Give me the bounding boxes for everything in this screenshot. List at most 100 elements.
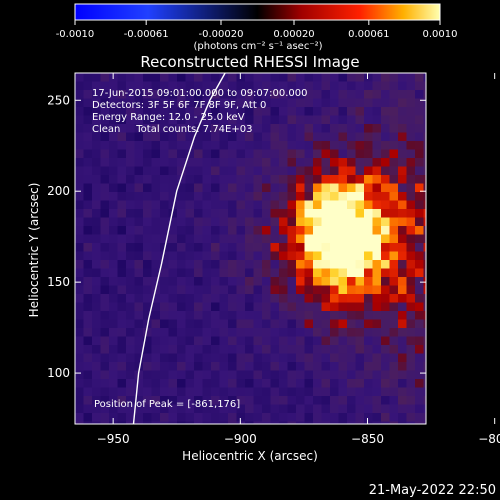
heatmap-cell — [270, 90, 280, 100]
heatmap-cell — [355, 234, 365, 244]
heatmap-cell — [355, 115, 365, 125]
heatmap-cell — [287, 226, 297, 236]
heatmap-cell — [211, 294, 221, 304]
heatmap-cell — [321, 328, 331, 338]
heatmap-cell — [253, 175, 263, 185]
heatmap-cell — [279, 158, 289, 168]
heatmap-cell — [219, 209, 229, 219]
heatmap-cell — [219, 285, 229, 295]
heatmap-cell — [185, 209, 195, 219]
heatmap-cell — [75, 73, 85, 83]
heatmap-cell — [296, 124, 306, 134]
heatmap-cell — [83, 183, 93, 193]
heatmap-cell — [211, 124, 221, 134]
heatmap-cell — [160, 302, 170, 312]
colorbar-tick-label: -0.0010 — [56, 29, 95, 40]
heatmap-cell — [134, 251, 144, 261]
heatmap-cell — [262, 328, 272, 338]
heatmap-cell — [296, 243, 306, 253]
heatmap-cell — [228, 260, 238, 270]
heatmap-cell — [381, 260, 391, 270]
heatmap-cell — [253, 192, 263, 202]
heatmap-cell — [304, 115, 314, 125]
heatmap-cell — [100, 73, 110, 83]
heatmap-cell — [270, 166, 280, 176]
heatmap-cell — [313, 353, 323, 363]
heatmap-cell — [194, 311, 204, 321]
heatmap-cell — [304, 379, 314, 389]
heatmap-cell — [372, 404, 382, 414]
heatmap-cell — [117, 234, 127, 244]
heatmap-cell — [168, 132, 178, 142]
heatmap-cell — [143, 268, 153, 278]
heatmap-cell — [228, 387, 238, 397]
heatmap-cell — [83, 81, 93, 91]
heatmap-cell — [160, 226, 170, 236]
heatmap-cell — [279, 166, 289, 176]
heatmap-cell — [75, 294, 85, 304]
heatmap-cell — [245, 362, 255, 372]
heatmap-cell — [321, 362, 331, 372]
colorbar-tick-label: 0.00020 — [273, 29, 314, 40]
heatmap-cell — [287, 132, 297, 142]
heatmap-cell — [126, 98, 136, 108]
heatmap-cell — [372, 98, 382, 108]
heatmap-cell — [372, 277, 382, 287]
annotation-block: 17-Jun-2015 09:01:00.000 to 09:07:00.000… — [92, 88, 308, 135]
heatmap-cell — [245, 319, 255, 329]
heatmap-cell — [330, 404, 340, 414]
heatmap-cell — [296, 387, 306, 397]
heatmap-cell — [194, 158, 204, 168]
heatmap-cell — [160, 362, 170, 372]
heatmap-cell — [245, 200, 255, 210]
y-tick-label: 150 — [47, 275, 70, 289]
heatmap-cell — [415, 166, 425, 176]
heatmap-cell — [134, 421, 144, 424]
heatmap-cell — [415, 311, 425, 321]
heatmap-cell — [202, 396, 212, 406]
heatmap-cell — [143, 192, 153, 202]
heatmap-cell — [245, 73, 255, 83]
heatmap-cell — [117, 243, 127, 253]
heatmap-cell — [117, 396, 127, 406]
heatmap-cell — [245, 107, 255, 117]
heatmap-cell — [168, 200, 178, 210]
heatmap-cell — [168, 345, 178, 355]
heatmap-cell — [219, 149, 229, 159]
heatmap-cell — [321, 226, 331, 236]
heatmap-cell — [364, 370, 374, 380]
heatmap-cell — [211, 200, 221, 210]
heatmap-cell — [296, 319, 306, 329]
heatmap-cell — [253, 345, 263, 355]
heatmap-cell — [347, 175, 357, 185]
heatmap-cell — [253, 336, 263, 346]
heatmap-cell — [415, 217, 425, 227]
heatmap-cell — [364, 268, 374, 278]
heatmap-cell — [270, 98, 280, 108]
heatmap-cell — [279, 404, 289, 414]
heatmap-cell — [151, 234, 161, 244]
heatmap-cell — [355, 73, 365, 83]
heatmap-cell — [185, 311, 195, 321]
heatmap-cell — [228, 379, 238, 389]
heatmap-cell — [270, 107, 280, 117]
heatmap-cell — [126, 404, 136, 414]
heatmap-cell — [245, 260, 255, 270]
heatmap-cell — [109, 107, 119, 117]
heatmap-cell — [228, 124, 238, 134]
heatmap-cell — [177, 260, 187, 270]
heatmap-cell — [168, 302, 178, 312]
heatmap-cell — [109, 124, 119, 134]
heatmap-cell — [228, 166, 238, 176]
heatmap-cell — [398, 336, 408, 346]
heatmap-cell — [381, 336, 391, 346]
heatmap-cell — [381, 328, 391, 338]
heatmap-cell — [398, 294, 408, 304]
heatmap-cell — [381, 124, 391, 134]
heatmap-cell — [194, 200, 204, 210]
heatmap-cell — [415, 141, 425, 151]
heatmap-cell — [389, 387, 399, 397]
heatmap-cell — [347, 243, 357, 253]
heatmap-cell — [202, 404, 212, 414]
heatmap-cell — [304, 166, 314, 176]
